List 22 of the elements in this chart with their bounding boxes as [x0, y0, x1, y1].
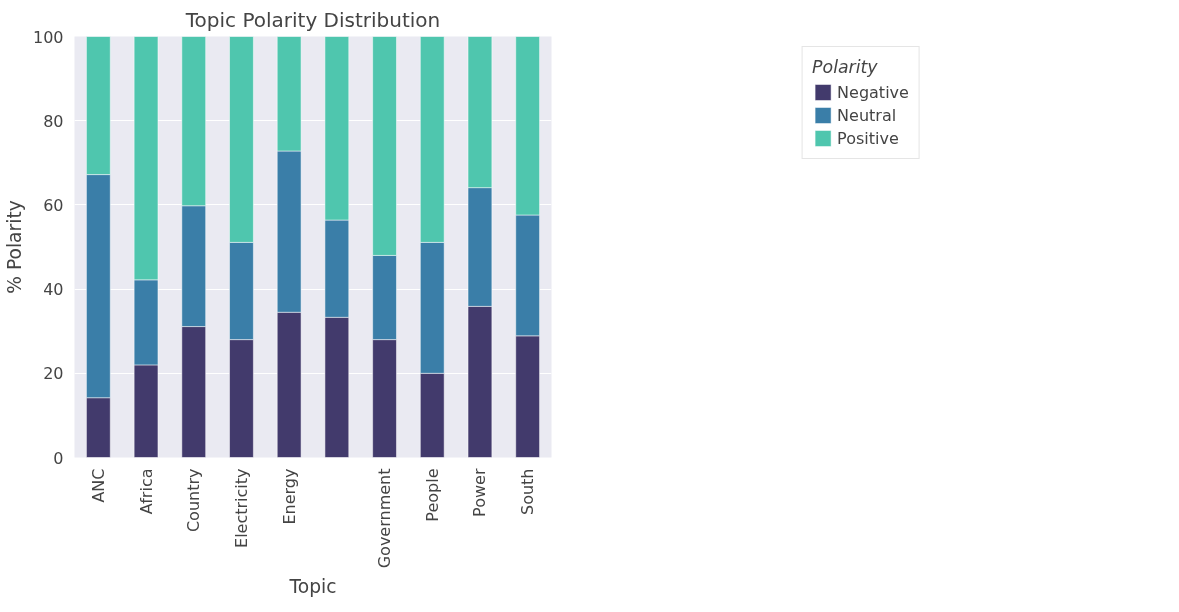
x-tick-label: Africa [136, 468, 156, 515]
x-axis-title: Topic [288, 576, 337, 598]
x-tick-label: Government [375, 468, 395, 569]
x-tick-label: Power [470, 468, 490, 517]
x-tick-label: ANC [88, 468, 108, 503]
y-tick-label: 60 [43, 195, 64, 215]
x-tick-label: People [422, 468, 442, 522]
legend-label: Positive [837, 128, 899, 148]
y-axis-title: % Polarity [3, 200, 25, 294]
x-tick-label: Electricity [231, 468, 251, 548]
legend-label: Negative [837, 82, 909, 102]
x-tick-label: Country [184, 468, 204, 533]
chart-title: Topic Polarity Distribution [184, 7, 441, 32]
y-tick-label: 0 [53, 448, 64, 468]
x-tick-label: South [518, 468, 538, 515]
y-tick-label: 20 [43, 364, 64, 384]
legend-label: Neutral [837, 105, 897, 125]
y-tick-label: 80 [43, 111, 64, 131]
legend-title: Polarity [812, 57, 879, 77]
y-tick-label: 40 [43, 280, 64, 300]
x-tick-label: Energy [279, 468, 299, 525]
y-tick-label: 100 [32, 27, 64, 47]
